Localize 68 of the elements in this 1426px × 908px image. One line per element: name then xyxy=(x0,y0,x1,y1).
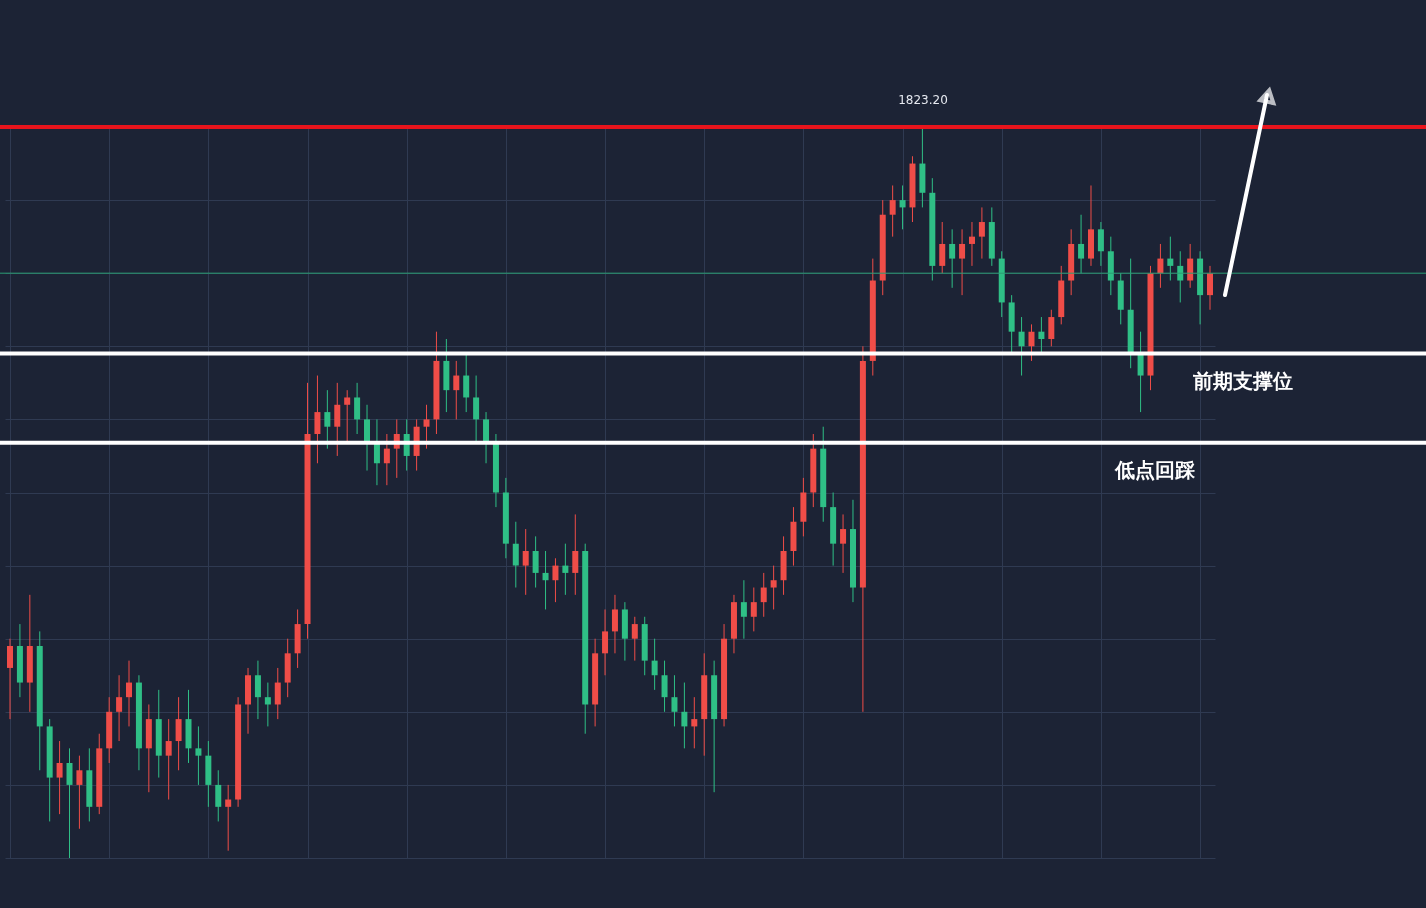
candlestick xyxy=(76,755,83,830)
candlestick xyxy=(66,747,73,859)
candlestick xyxy=(949,228,956,289)
candlestick xyxy=(631,616,638,662)
candlestick xyxy=(671,674,678,727)
candlestick xyxy=(254,660,261,720)
candlestick xyxy=(225,784,232,852)
candlestick xyxy=(661,660,668,713)
candlestick xyxy=(264,682,271,727)
candlestick xyxy=(423,404,430,450)
text: 1823.20 xyxy=(898,93,948,107)
candlestick xyxy=(1207,265,1213,311)
candlestick xyxy=(1048,309,1055,347)
candlestick xyxy=(939,221,946,274)
candlestick xyxy=(56,740,63,815)
candlestick xyxy=(116,674,123,742)
candlestick xyxy=(1097,221,1104,267)
candlestick xyxy=(889,184,896,238)
candlestick xyxy=(978,206,985,260)
candlestick xyxy=(344,389,351,442)
candlestick xyxy=(899,184,906,230)
candlestick xyxy=(522,528,529,596)
candlestick xyxy=(1078,214,1085,274)
candlestick xyxy=(562,543,569,596)
candlestick xyxy=(542,550,549,610)
candlestick xyxy=(195,725,202,786)
candlestick xyxy=(175,696,182,771)
candlestick xyxy=(602,608,609,676)
candlestick xyxy=(364,404,371,472)
ref-line-label: 低点回踩 xyxy=(1114,457,1196,482)
candlestick xyxy=(770,565,777,610)
candlestick xyxy=(1137,331,1144,413)
candlestick xyxy=(165,718,172,801)
candlestick xyxy=(1157,243,1164,289)
candlestick xyxy=(1187,243,1194,289)
candlestick xyxy=(1018,316,1025,377)
candlestick xyxy=(740,579,747,640)
candlestick xyxy=(651,638,658,691)
candlestick xyxy=(383,433,390,486)
candlestick xyxy=(274,667,281,720)
candlestick xyxy=(314,375,321,464)
ref-line-label: 前期支撑位 xyxy=(1192,368,1293,393)
candlestick xyxy=(959,228,966,296)
candlestick xyxy=(760,572,767,618)
candlestick xyxy=(126,660,133,727)
candlestick xyxy=(968,221,975,267)
candlestick xyxy=(453,360,460,420)
candlestick xyxy=(840,513,847,574)
candlestick xyxy=(552,557,559,603)
candlestick xyxy=(1028,323,1035,362)
candlestick xyxy=(611,594,618,654)
candlestick xyxy=(354,382,361,435)
candlestick xyxy=(681,682,688,749)
candlestick xyxy=(572,513,579,596)
candlestick xyxy=(512,521,519,589)
candlestick xyxy=(483,411,490,464)
candlestick xyxy=(334,382,341,457)
candlestick xyxy=(691,696,698,749)
candlestick xyxy=(750,587,757,632)
candlestick xyxy=(215,769,222,822)
candlestick xyxy=(473,375,480,442)
candlestick xyxy=(7,638,13,720)
candlestick xyxy=(1167,236,1174,282)
candlestick xyxy=(463,353,470,413)
candlestick xyxy=(532,535,539,589)
candlestick xyxy=(324,389,331,450)
candlestick xyxy=(1177,250,1184,303)
candlestick xyxy=(1038,316,1045,355)
